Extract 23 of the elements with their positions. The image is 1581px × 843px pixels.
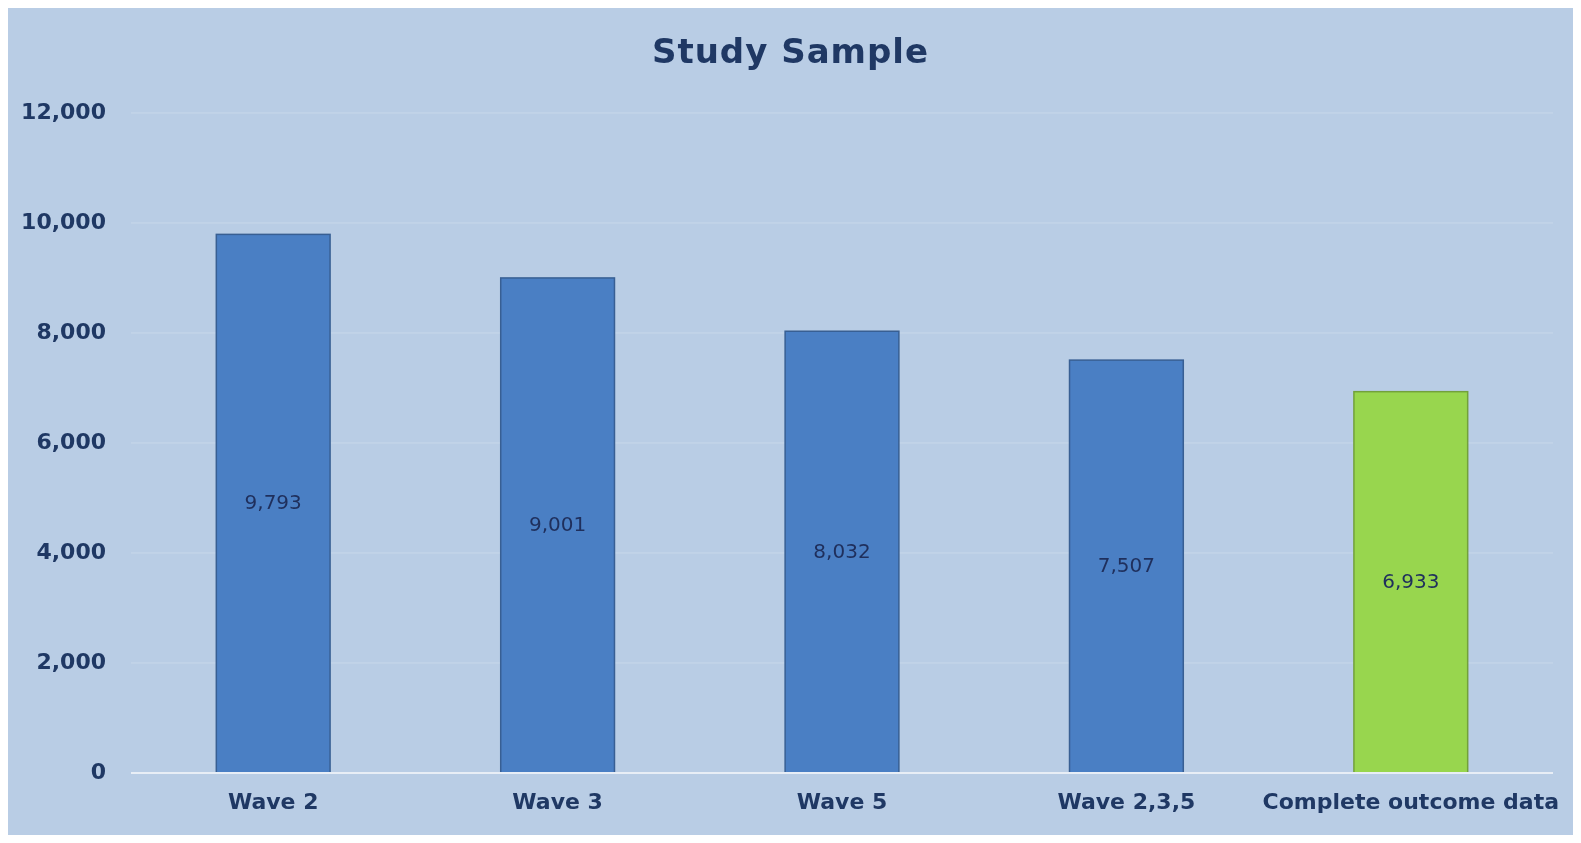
x-tick-label: Wave 5 — [796, 789, 888, 814]
y-tick-label: 0 — [90, 759, 106, 784]
x-tick-label: Complete outcome data — [1262, 789, 1559, 814]
x-tick-label: Wave 2,3,5 — [1057, 789, 1196, 814]
y-tick-label: 12,000 — [21, 99, 106, 124]
data-label: 6,933 — [1382, 568, 1440, 593]
bar — [784, 330, 900, 774]
bar — [499, 277, 616, 774]
data-label: 9,001 — [528, 511, 587, 536]
y-tick-label: 2,000 — [36, 649, 106, 674]
x-tick-label: Wave 3 — [512, 789, 603, 814]
y-tick-label: 4,000 — [36, 539, 106, 564]
data-label: 9,793 — [244, 490, 302, 515]
x-tick-label: Wave 2 — [227, 789, 319, 814]
data-label: 8,032 — [813, 538, 871, 563]
chart-title: Study Sample — [651, 31, 930, 71]
y-tick-label: 6,000 — [36, 429, 106, 454]
bar — [1353, 390, 1469, 774]
y-tick-label: 8,000 — [36, 319, 106, 344]
bar — [1068, 359, 1185, 774]
bar — [215, 233, 331, 774]
y-tick-label: 10,000 — [21, 209, 106, 234]
data-label: 7,507 — [1097, 553, 1156, 578]
